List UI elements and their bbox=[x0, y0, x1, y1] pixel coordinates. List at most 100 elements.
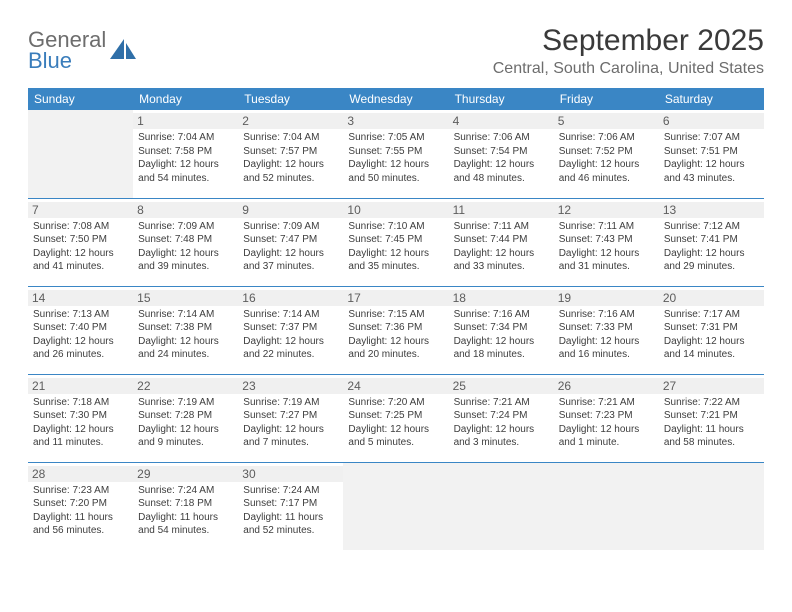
calendar-row: 14 Sunrise: 7:13 AMSunset: 7:40 PMDayligh… bbox=[28, 286, 764, 374]
day-info: Sunrise: 7:18 AMSunset: 7:30 PMDaylight:… bbox=[33, 396, 128, 450]
day-number: 23 bbox=[238, 378, 343, 394]
weekday-header: Tuesday bbox=[238, 88, 343, 110]
day-info: Sunrise: 7:11 AMSunset: 7:43 PMDaylight:… bbox=[559, 220, 654, 274]
calendar-cell: 29Sunrise: 7:24 AMSunset: 7:18 PMDayligh… bbox=[133, 462, 238, 550]
day-number: 2 bbox=[238, 113, 343, 129]
calendar-cell: 19 Sunrise: 7:16 AMSunset: 7:33 PMDayligh… bbox=[554, 286, 659, 374]
weekday-header: Thursday bbox=[449, 88, 554, 110]
day-number: 7 bbox=[28, 202, 133, 218]
calendar-page: General Blue September 2025 Central, Sou… bbox=[0, 0, 792, 570]
calendar-cell: 3 Sunrise: 7:05 AMSunset: 7:55 PMDaylight… bbox=[343, 110, 448, 198]
calendar-cell: 27 Sunrise: 7:22 AMSunset: 7:21 PMDayligh… bbox=[659, 374, 764, 462]
calendar-cell bbox=[659, 462, 764, 550]
brand-word2: Blue bbox=[28, 48, 72, 73]
calendar-cell bbox=[449, 462, 554, 550]
day-number: 9 bbox=[238, 202, 343, 218]
calendar-cell: 10 Sunrise: 7:10 AMSunset: 7:45 PMDayligh… bbox=[343, 198, 448, 286]
calendar-cell: 11 Sunrise: 7:11 AMSunset: 7:44 PMDayligh… bbox=[449, 198, 554, 286]
calendar-body: 1Sunrise: 7:04 AMSunset: 7:58 PMDaylight… bbox=[28, 110, 764, 550]
month-title: September 2025 bbox=[493, 24, 764, 58]
location: Central, South Carolina, United States bbox=[493, 60, 764, 78]
calendar-cell: 9 Sunrise: 7:09 AMSunset: 7:47 PMDaylight… bbox=[238, 198, 343, 286]
calendar-cell: 21 Sunrise: 7:18 AMSunset: 7:30 PMDayligh… bbox=[28, 374, 133, 462]
day-info: Sunrise: 7:19 AMSunset: 7:27 PMDaylight:… bbox=[243, 396, 338, 450]
day-info: Sunrise: 7:13 AMSunset: 7:40 PMDaylight:… bbox=[33, 308, 128, 362]
calendar-cell: 17Sunrise: 7:15 AMSunset: 7:36 PMDayligh… bbox=[343, 286, 448, 374]
day-number: 25 bbox=[449, 378, 554, 394]
day-info: Sunrise: 7:08 AMSunset: 7:50 PMDaylight:… bbox=[33, 220, 128, 274]
day-info: Sunrise: 7:09 AMSunset: 7:47 PMDaylight:… bbox=[243, 220, 338, 274]
weekday-header: Friday bbox=[554, 88, 659, 110]
calendar-cell: 7 Sunrise: 7:08 AMSunset: 7:50 PMDaylight… bbox=[28, 198, 133, 286]
weekday-header: Saturday bbox=[659, 88, 764, 110]
day-info: Sunrise: 7:07 AMSunset: 7:51 PMDaylight:… bbox=[664, 131, 759, 185]
day-number: 11 bbox=[449, 202, 554, 218]
calendar-table: SundayMondayTuesdayWednesdayThursdayFrid… bbox=[28, 88, 764, 550]
weekday-header: Wednesday bbox=[343, 88, 448, 110]
weekday-header: Sunday bbox=[28, 88, 133, 110]
calendar-cell: 23 Sunrise: 7:19 AMSunset: 7:27 PMDayligh… bbox=[238, 374, 343, 462]
day-number: 28 bbox=[28, 466, 133, 482]
day-number: 13 bbox=[659, 202, 764, 218]
day-number: 18 bbox=[449, 290, 554, 306]
calendar-cell: 13 Sunrise: 7:12 AMSunset: 7:41 PMDayligh… bbox=[659, 198, 764, 286]
day-info: Sunrise: 7:09 AMSunset: 7:48 PMDaylight:… bbox=[138, 220, 233, 274]
day-number: 21 bbox=[28, 378, 133, 394]
calendar-cell: 18 Sunrise: 7:16 AMSunset: 7:34 PMDayligh… bbox=[449, 286, 554, 374]
day-info: Sunrise: 7:16 AMSunset: 7:34 PMDaylight:… bbox=[454, 308, 549, 362]
day-info: Sunrise: 7:11 AMSunset: 7:44 PMDaylight:… bbox=[454, 220, 549, 274]
calendar-cell: 25 Sunrise: 7:21 AMSunset: 7:24 PMDayligh… bbox=[449, 374, 554, 462]
calendar-cell: 24 Sunrise: 7:20 AMSunset: 7:25 PMDayligh… bbox=[343, 374, 448, 462]
calendar-row: 1Sunrise: 7:04 AMSunset: 7:58 PMDaylight… bbox=[28, 110, 764, 198]
day-number: 19 bbox=[554, 290, 659, 306]
day-number: 10 bbox=[343, 202, 448, 218]
day-number: 4 bbox=[449, 113, 554, 129]
day-number: 5 bbox=[554, 113, 659, 129]
day-number: 20 bbox=[659, 290, 764, 306]
day-info: Sunrise: 7:04 AMSunset: 7:58 PMDaylight:… bbox=[138, 131, 233, 185]
calendar-cell bbox=[343, 462, 448, 550]
calendar-cell: 1Sunrise: 7:04 AMSunset: 7:58 PMDaylight… bbox=[133, 110, 238, 198]
day-number: 16 bbox=[238, 290, 343, 306]
day-info: Sunrise: 7:20 AMSunset: 7:25 PMDaylight:… bbox=[348, 396, 443, 450]
day-info: Sunrise: 7:22 AMSunset: 7:21 PMDaylight:… bbox=[664, 396, 759, 450]
day-info: Sunrise: 7:10 AMSunset: 7:45 PMDaylight:… bbox=[348, 220, 443, 274]
day-info: Sunrise: 7:04 AMSunset: 7:57 PMDaylight:… bbox=[243, 131, 338, 185]
day-info: Sunrise: 7:21 AMSunset: 7:23 PMDaylight:… bbox=[559, 396, 654, 450]
calendar-cell: 5 Sunrise: 7:06 AMSunset: 7:52 PMDaylight… bbox=[554, 110, 659, 198]
sail-icon bbox=[110, 39, 138, 66]
calendar-cell: 6 Sunrise: 7:07 AMSunset: 7:51 PMDaylight… bbox=[659, 110, 764, 198]
calendar-cell: 12 Sunrise: 7:11 AMSunset: 7:43 PMDayligh… bbox=[554, 198, 659, 286]
day-info: Sunrise: 7:14 AMSunset: 7:38 PMDaylight:… bbox=[138, 308, 233, 362]
day-number: 14 bbox=[28, 290, 133, 306]
day-info: Sunrise: 7:14 AMSunset: 7:37 PMDaylight:… bbox=[243, 308, 338, 362]
calendar-cell bbox=[28, 110, 133, 198]
calendar-cell bbox=[554, 462, 659, 550]
calendar-cell: 20Sunrise: 7:17 AMSunset: 7:31 PMDayligh… bbox=[659, 286, 764, 374]
day-info: Sunrise: 7:19 AMSunset: 7:28 PMDaylight:… bbox=[138, 396, 233, 450]
day-number: 22 bbox=[133, 378, 238, 394]
day-number: 24 bbox=[343, 378, 448, 394]
day-info: Sunrise: 7:12 AMSunset: 7:41 PMDaylight:… bbox=[664, 220, 759, 274]
day-number: 29 bbox=[133, 466, 238, 482]
day-number: 15 bbox=[133, 290, 238, 306]
calendar-cell: 14 Sunrise: 7:13 AMSunset: 7:40 PMDayligh… bbox=[28, 286, 133, 374]
day-number: 8 bbox=[133, 202, 238, 218]
day-number: 6 bbox=[659, 113, 764, 129]
day-info: Sunrise: 7:06 AMSunset: 7:54 PMDaylight:… bbox=[454, 131, 549, 185]
day-number: 3 bbox=[343, 113, 448, 129]
day-number: 30 bbox=[238, 466, 343, 482]
calendar-row: 21 Sunrise: 7:18 AMSunset: 7:30 PMDayligh… bbox=[28, 374, 764, 462]
calendar-header-row: SundayMondayTuesdayWednesdayThursdayFrid… bbox=[28, 88, 764, 110]
day-number: 12 bbox=[554, 202, 659, 218]
day-number: 27 bbox=[659, 378, 764, 394]
calendar-cell: 22 Sunrise: 7:19 AMSunset: 7:28 PMDayligh… bbox=[133, 374, 238, 462]
calendar-cell: 8 Sunrise: 7:09 AMSunset: 7:48 PMDaylight… bbox=[133, 198, 238, 286]
day-info: Sunrise: 7:21 AMSunset: 7:24 PMDaylight:… bbox=[454, 396, 549, 450]
calendar-cell: 2 Sunrise: 7:04 AMSunset: 7:57 PMDaylight… bbox=[238, 110, 343, 198]
calendar-cell: 4 Sunrise: 7:06 AMSunset: 7:54 PMDaylight… bbox=[449, 110, 554, 198]
day-info: Sunrise: 7:16 AMSunset: 7:33 PMDaylight:… bbox=[559, 308, 654, 362]
day-info: Sunrise: 7:05 AMSunset: 7:55 PMDaylight:… bbox=[348, 131, 443, 185]
day-info: Sunrise: 7:06 AMSunset: 7:52 PMDaylight:… bbox=[559, 131, 654, 185]
calendar-cell: 16 Sunrise: 7:14 AMSunset: 7:37 PMDayligh… bbox=[238, 286, 343, 374]
